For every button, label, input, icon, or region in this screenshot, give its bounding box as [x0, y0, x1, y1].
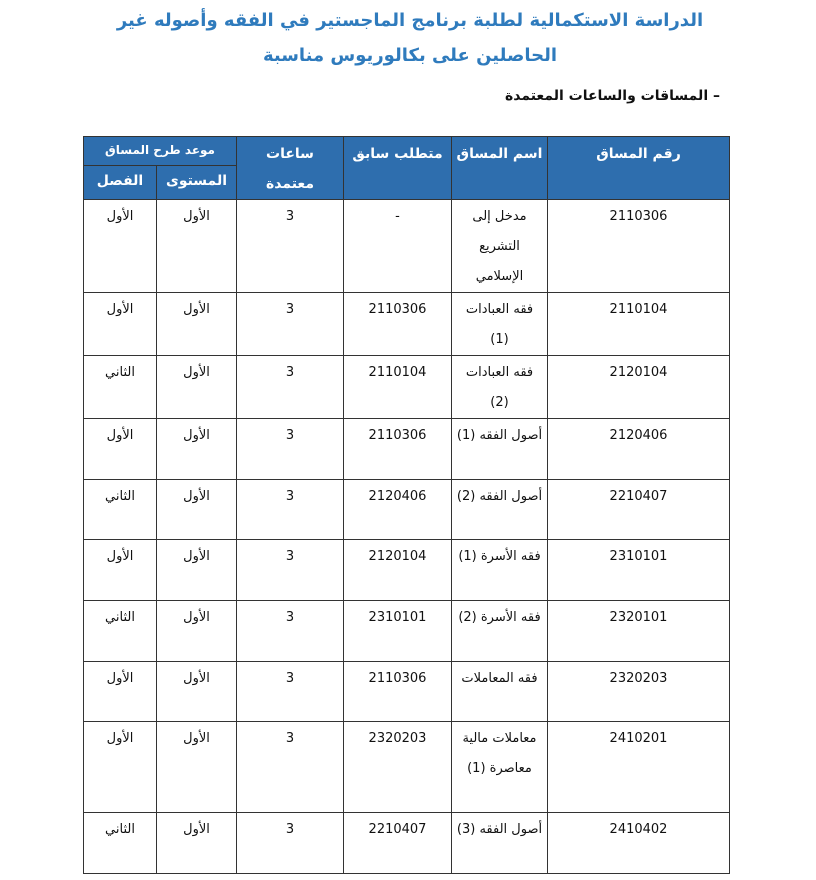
cell-credit-hours: 3 [236, 661, 344, 722]
section-heading: – المساقات والساعات المعتمدة [504, 88, 720, 104]
header-semester: الفصل [83, 164, 157, 201]
table-row: 2210407 أصول الفقه (2) 2120406 3 الأول الثاني [83, 479, 730, 540]
cell-level: الأول [156, 721, 237, 813]
cell-semester: الثاني [83, 479, 157, 540]
table-row: 2110306 مدخل إلى التشريع الإسلامي -3 الأول ا… [83, 199, 730, 293]
cell-course-name: أصول الفقه (1) [451, 418, 548, 480]
cell-prerequisite: 2120406 [343, 479, 452, 540]
table-row: 2410201 معاملات مالية معاصرة (1) 2320203 3 ا… [83, 721, 730, 813]
table-row: 2320101 فقه الأسرة (2) 2310101 3 الأول الثاني [83, 600, 730, 662]
cell-course-name: أصول الفقه (3) [451, 812, 548, 874]
cell-course-name: معاملات مالية معاصرة (1) [451, 721, 548, 813]
header-prerequisite: متطلب سابق [343, 136, 452, 200]
cell-level: الأول [156, 355, 237, 419]
courses-table: رقم المساق اسم المساق متطلب سابق ساعات م… [83, 136, 730, 874]
cell-course-number: 2410201 [547, 721, 730, 813]
cell-prerequisite: 2120104 [343, 539, 452, 601]
cell-course-number: 2320101 [547, 600, 730, 662]
cell-course-name: فقه الأسرة (2) [451, 600, 548, 662]
cell-course-name: فقه الأسرة (1) [451, 539, 548, 601]
cell-course-number: 2110104 [547, 292, 730, 356]
cell-course-number: 2110306 [547, 199, 730, 293]
cell-semester: الأول [83, 199, 157, 293]
header-course-number: رقم المساق [547, 136, 730, 200]
cell-credit-hours: 3 [236, 199, 344, 293]
cell-level: الأول [156, 418, 237, 480]
cell-credit-hours: 3 [236, 600, 344, 662]
cell-course-number: 2320203 [547, 661, 730, 722]
cell-course-name: فقه المعاملات [451, 661, 548, 722]
header-credit-hours: ساعات معتمدة [236, 136, 344, 200]
cell-course-name: فقه العبادات (1) [451, 292, 548, 356]
table-row: 2120104 فقه العبادات (2) 2110104 3 الأول الثا… [83, 355, 730, 419]
cell-course-name: فقه العبادات (2) [451, 355, 548, 419]
document-title-line-1: الدراسة الاستكمالية لطلبة برنامج الماجست… [116, 10, 704, 31]
cell-credit-hours: 3 [236, 812, 344, 874]
cell-level: الأول [156, 199, 237, 293]
cell-semester: الثاني [83, 600, 157, 662]
cell-level: الأول [156, 292, 237, 356]
cell-credit-hours: 3 [236, 355, 344, 419]
table-row: 2310101 فقه الأسرة (1) 2120104 3 الأول الأول [83, 539, 730, 601]
cell-level: الأول [156, 539, 237, 601]
cell-credit-hours: 3 [236, 292, 344, 356]
cell-level: الأول [156, 479, 237, 540]
header-level: المستوى [156, 164, 237, 201]
cell-course-number: 2410402 [547, 812, 730, 874]
table-row: 2110104 فقه العبادات (1) 2110306 3 الأول الأو… [83, 292, 730, 356]
cell-semester: الأول [83, 292, 157, 356]
cell-course-number: 2310101 [547, 539, 730, 601]
cell-semester: الثاني [83, 355, 157, 419]
cell-semester: الأول [83, 721, 157, 813]
document-title-line-2: الحاصلين على بكالوريوس مناسبة [262, 45, 558, 66]
table-row: 2120406 أصول الفقه (1) 2110306 3 الأول الأول [83, 418, 730, 480]
cell-level: الأول [156, 812, 237, 874]
cell-credit-hours: 3 [236, 418, 344, 480]
cell-credit-hours: 3 [236, 479, 344, 540]
cell-semester: الأول [83, 539, 157, 601]
cell-course-name: أصول الفقه (2) [451, 479, 548, 540]
header-course-name: اسم المساق [451, 136, 548, 200]
cell-prerequisite: 2310101 [343, 600, 452, 662]
cell-course-number: 2120406 [547, 418, 730, 480]
cell-prerequisite: 2110104 [343, 355, 452, 419]
table-row: 2410402 أصول الفقه (3) 2210407 3 الأول الثاني [83, 812, 730, 874]
header-offering-time: موعد طرح المساق [83, 136, 237, 166]
cell-prerequisite: 2110306 [343, 418, 452, 480]
cell-prerequisite: 2210407 [343, 812, 452, 874]
cell-level: الأول [156, 600, 237, 662]
cell-course-name: مدخل إلى التشريع الإسلامي [451, 199, 548, 293]
cell-prerequisite: - [343, 199, 452, 293]
cell-prerequisite: 2110306 [343, 292, 452, 356]
cell-prerequisite: 2320203 [343, 721, 452, 813]
cell-semester: الأول [83, 661, 157, 722]
cell-course-number: 2210407 [547, 479, 730, 540]
cell-course-number: 2120104 [547, 355, 730, 419]
cell-semester: الأول [83, 418, 157, 480]
table-row: 2320203 فقه المعاملات 2110306 3 الأول الأول [83, 661, 730, 722]
cell-level: الأول [156, 661, 237, 722]
cell-semester: الثاني [83, 812, 157, 874]
cell-prerequisite: 2110306 [343, 661, 452, 722]
cell-credit-hours: 3 [236, 721, 344, 813]
cell-credit-hours: 3 [236, 539, 344, 601]
